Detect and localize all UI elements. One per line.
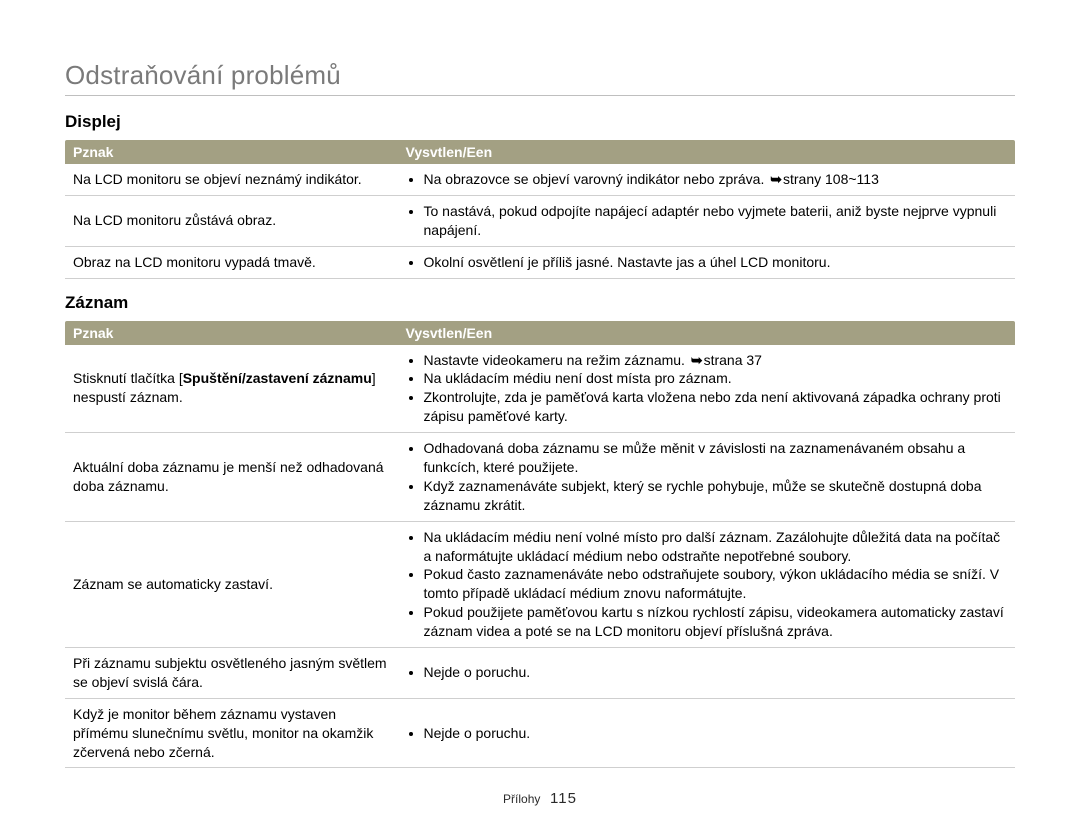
explanation-list: Odhadovaná doba záznamu se může měnit v … bbox=[406, 439, 1008, 515]
explanation-cell: Nejde o poruchu. bbox=[398, 698, 1016, 768]
column-header-explanation: Vysvtlen/Een bbox=[398, 321, 1016, 345]
explanation-list: Okolní osvětlení je příliš jasné. Nastav… bbox=[406, 253, 1008, 272]
explanation-list: To nastává, pokud odpojíte napájecí adap… bbox=[406, 202, 1008, 240]
explanation-cell: Odhadovaná doba záznamu se může měnit v … bbox=[398, 433, 1016, 522]
explanation-item: Nastavte videokameru na režim záznamu. ➥… bbox=[424, 351, 1008, 370]
explanation-text-post: strana 37 bbox=[704, 352, 762, 368]
explanation-list: Na ukládacím médiu není volné místo pro … bbox=[406, 528, 1008, 641]
explanation-text: Odhadovaná doba záznamu se může měnit v … bbox=[424, 440, 966, 475]
page-title: Odstraňování problémů bbox=[65, 60, 1015, 91]
table-row: Stisknutí tlačítka [Spuštění/zastavení z… bbox=[65, 345, 1015, 433]
explanation-text: Zkontrolujte, zda je paměťová karta vlož… bbox=[424, 389, 1001, 424]
explanation-list: Nejde o poruchu. bbox=[406, 724, 1008, 743]
explanation-item: Odhadovaná doba záznamu se může měnit v … bbox=[424, 439, 1008, 477]
explanation-item: Zkontrolujte, zda je paměťová karta vlož… bbox=[424, 388, 1008, 426]
symptom-cell: Při záznamu subjektu osvětleného jasným … bbox=[65, 648, 398, 699]
page-footer: Přílohy 115 bbox=[0, 790, 1080, 807]
table-row: Aktuální doba záznamu je menší než odhad… bbox=[65, 433, 1015, 522]
symptom-cell: Obraz na LCD monitoru vypadá tmavě. bbox=[65, 246, 398, 278]
symptom-cell: Záznam se automaticky zastaví. bbox=[65, 521, 398, 647]
explanation-text-post: strany 108~113 bbox=[783, 171, 879, 187]
column-header-symptom: Pznak bbox=[65, 140, 398, 164]
explanation-cell: To nastává, pokud odpojíte napájecí adap… bbox=[398, 195, 1016, 246]
table-row: Záznam se automaticky zastaví. Na ukládac… bbox=[65, 521, 1015, 647]
explanation-text: Nejde o poruchu. bbox=[424, 725, 531, 741]
troubleshooting-table: PznakVysvtlen/EenNa LCD monitoru se obje… bbox=[65, 140, 1015, 279]
sections-container: DisplejPznakVysvtlen/EenNa LCD monitoru … bbox=[65, 112, 1015, 768]
explanation-item: Na obrazovce se objeví varovný indikátor… bbox=[424, 170, 1008, 189]
explanation-item: Na ukládacím médiu není dost místa pro z… bbox=[424, 369, 1008, 388]
explanation-list: Na obrazovce se objeví varovný indikátor… bbox=[406, 170, 1008, 189]
explanation-text: Nastavte videokameru na režim záznamu. bbox=[424, 352, 689, 368]
symptom-text-bold: Spuštění/zastavení záznamu bbox=[183, 370, 372, 386]
title-separator bbox=[65, 95, 1015, 96]
explanation-text: Okolní osvětlení je příliš jasné. Nastav… bbox=[424, 254, 831, 270]
symptom-text: Stisknutí tlačítka [ bbox=[73, 370, 183, 386]
troubleshooting-table: PznakVysvtlen/EenStisknutí tlačítka [Spu… bbox=[65, 321, 1015, 769]
arrow-icon: ➥ bbox=[691, 352, 703, 368]
explanation-cell: Nastavte videokameru na režim záznamu. ➥… bbox=[398, 345, 1016, 433]
symptom-cell: Na LCD monitoru zůstává obraz. bbox=[65, 195, 398, 246]
column-header-explanation: Vysvtlen/Een bbox=[398, 140, 1016, 164]
table-row: Na LCD monitoru se objeví neznámý indiká… bbox=[65, 164, 1015, 195]
explanation-item: Nejde o poruchu. bbox=[424, 663, 1008, 682]
explanation-cell: Okolní osvětlení je příliš jasné. Nastav… bbox=[398, 246, 1016, 278]
symptom-cell: Když je monitor během záznamu vystaven p… bbox=[65, 698, 398, 768]
table-row: Když je monitor během záznamu vystaven p… bbox=[65, 698, 1015, 768]
footer-page-number: 115 bbox=[550, 790, 577, 807]
explanation-text: Pokud často zaznamenáváte nebo odstraňuj… bbox=[424, 566, 1000, 601]
explanation-text: To nastává, pokud odpojíte napájecí adap… bbox=[424, 203, 997, 238]
page-root: Odstraňování problémů DisplejPznakVysvtl… bbox=[0, 0, 1080, 825]
section-title: Záznam bbox=[65, 293, 1015, 313]
symptom-cell: Stisknutí tlačítka [Spuštění/zastavení z… bbox=[65, 345, 398, 433]
explanation-text: Na ukládacím médiu není dost místa pro z… bbox=[424, 370, 732, 386]
table-row: Při záznamu subjektu osvětleného jasným … bbox=[65, 648, 1015, 699]
explanation-item: Nejde o poruchu. bbox=[424, 724, 1008, 743]
explanation-item: To nastává, pokud odpojíte napájecí adap… bbox=[424, 202, 1008, 240]
section-title: Displej bbox=[65, 112, 1015, 132]
explanation-text: Na ukládacím médiu není volné místo pro … bbox=[424, 529, 1001, 564]
explanation-text: Pokud použijete paměťovou kartu s nízkou… bbox=[424, 604, 1004, 639]
explanation-cell: Na ukládacím médiu není volné místo pro … bbox=[398, 521, 1016, 647]
arrow-icon: ➥ bbox=[770, 171, 782, 187]
explanation-item: Pokud často zaznamenáváte nebo odstraňuj… bbox=[424, 565, 1008, 603]
symptom-cell: Na LCD monitoru se objeví neznámý indiká… bbox=[65, 164, 398, 195]
explanation-text: Na obrazovce se objeví varovný indikátor… bbox=[424, 171, 769, 187]
table-row: Obraz na LCD monitoru vypadá tmavě. Okoln… bbox=[65, 246, 1015, 278]
explanation-cell: Na obrazovce se objeví varovný indikátor… bbox=[398, 164, 1016, 195]
table-row: Na LCD monitoru zůstává obraz. To nastává… bbox=[65, 195, 1015, 246]
explanation-text: Nejde o poruchu. bbox=[424, 664, 531, 680]
explanation-text: Když zaznamenáváte subjekt, který se ryc… bbox=[424, 478, 982, 513]
explanation-item: Okolní osvětlení je příliš jasné. Nastav… bbox=[424, 253, 1008, 272]
explanation-item: Když zaznamenáváte subjekt, který se ryc… bbox=[424, 477, 1008, 515]
footer-appendix: Přílohy bbox=[503, 792, 540, 806]
explanation-list: Nastavte videokameru na režim záznamu. ➥… bbox=[406, 351, 1008, 427]
explanation-item: Na ukládacím médiu není volné místo pro … bbox=[424, 528, 1008, 566]
column-header-symptom: Pznak bbox=[65, 321, 398, 345]
explanation-item: Pokud použijete paměťovou kartu s nízkou… bbox=[424, 603, 1008, 641]
explanation-list: Nejde o poruchu. bbox=[406, 663, 1008, 682]
symptom-cell: Aktuální doba záznamu je menší než odhad… bbox=[65, 433, 398, 522]
explanation-cell: Nejde o poruchu. bbox=[398, 648, 1016, 699]
